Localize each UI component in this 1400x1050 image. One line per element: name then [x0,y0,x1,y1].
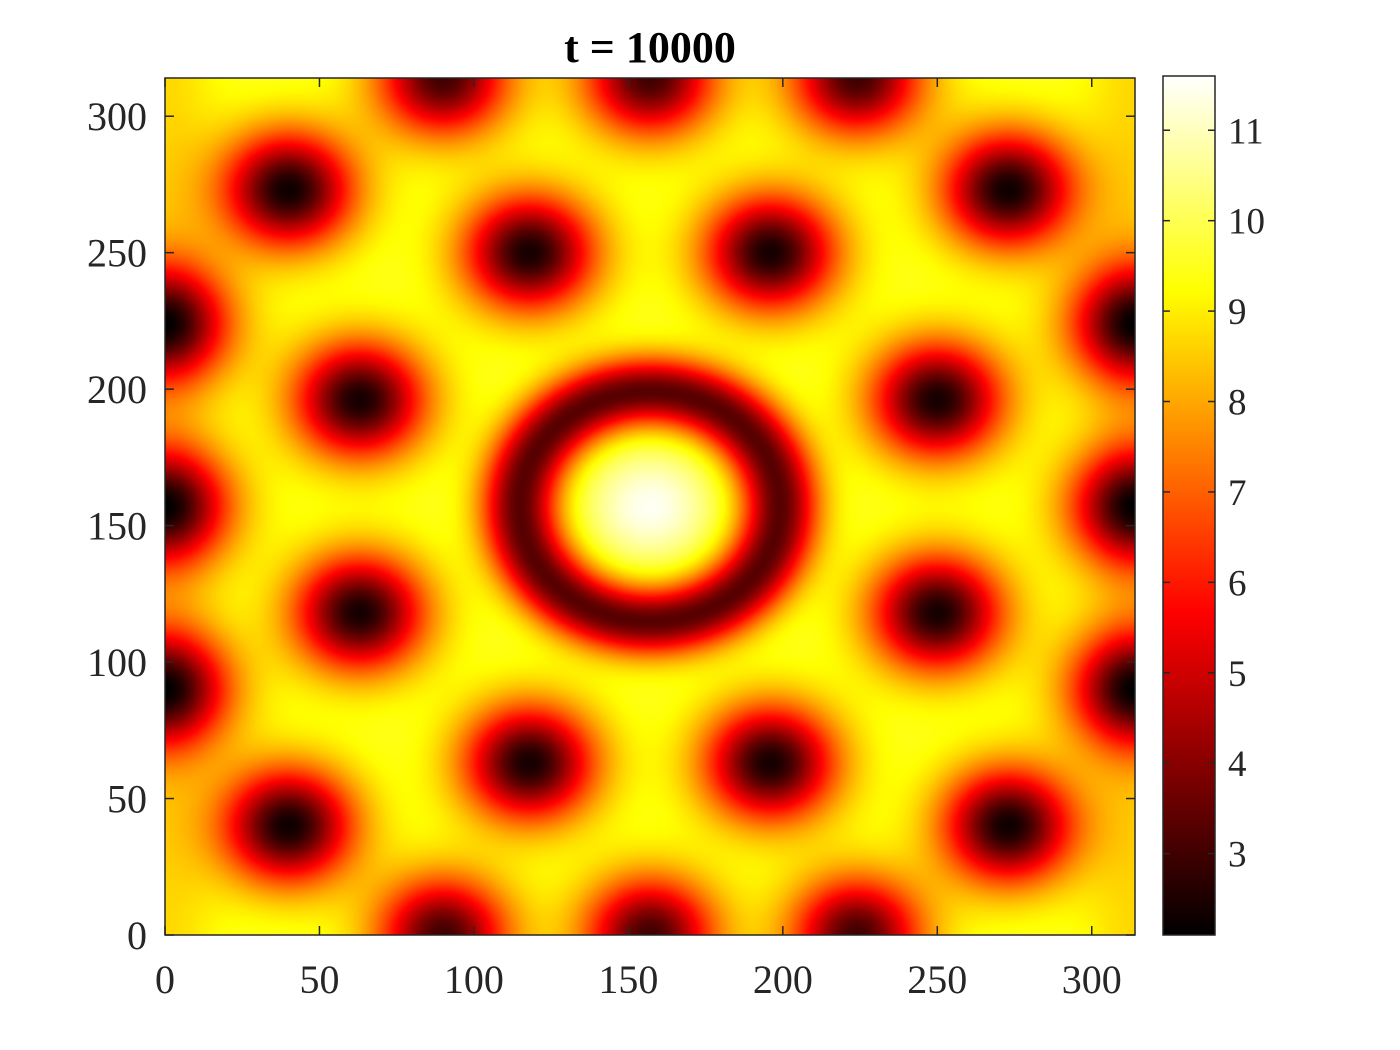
x-tick-label: 250 [907,957,967,1002]
colorbar-tick-label: 4 [1228,744,1247,785]
colorbar-tick-label: 3 [1228,835,1247,876]
x-tick-label: 150 [598,957,658,1002]
x-tick-label: 100 [444,957,504,1002]
colorbar-tick-label: 8 [1228,383,1247,424]
y-tick-label: 50 [107,777,147,822]
colorbar-tick-label: 10 [1228,202,1265,243]
x-tick-label: 200 [753,957,813,1002]
plot-area: 0 50 100 150 200 250 300 0 50 100 150 200 250 300 [87,77,1136,1002]
x-tick-label: 0 [155,957,175,1002]
colorbar-ticks: 3 4 5 6 7 8 9 10 11 [1163,111,1265,876]
colorbar-tick-label: 9 [1228,292,1247,333]
y-tick-label: 250 [87,231,147,276]
plot-frame [164,77,1136,936]
colorbar-tick-label: 5 [1228,654,1247,695]
colorbar-tick-label: 6 [1228,563,1247,604]
y-tick-label: 0 [127,913,147,958]
x-tick-label: 50 [299,957,339,1002]
colorbar-tick-label: 7 [1228,473,1247,514]
y-axis: 0 50 100 150 200 250 300 [87,94,1135,958]
heatmap-canvas [165,78,1135,935]
y-tick-label: 100 [87,640,147,685]
x-tick-label: 300 [1062,957,1122,1002]
colorbar-surface [1163,76,1215,935]
colorbar-gradient [1163,76,1215,935]
x-axis: 0 50 100 150 200 250 300 [155,78,1122,1002]
y-tick-label: 150 [87,504,147,549]
colorbar-tick-label: 11 [1228,111,1264,152]
heatmap-surface [165,78,1135,935]
colorbar-frame [1162,75,1216,936]
y-tick-label: 300 [87,94,147,139]
y-tick-label: 200 [87,367,147,412]
chart-title: t = 10000 [564,23,736,72]
colorbar: 3 4 5 6 7 8 9 10 11 [1162,75,1265,936]
